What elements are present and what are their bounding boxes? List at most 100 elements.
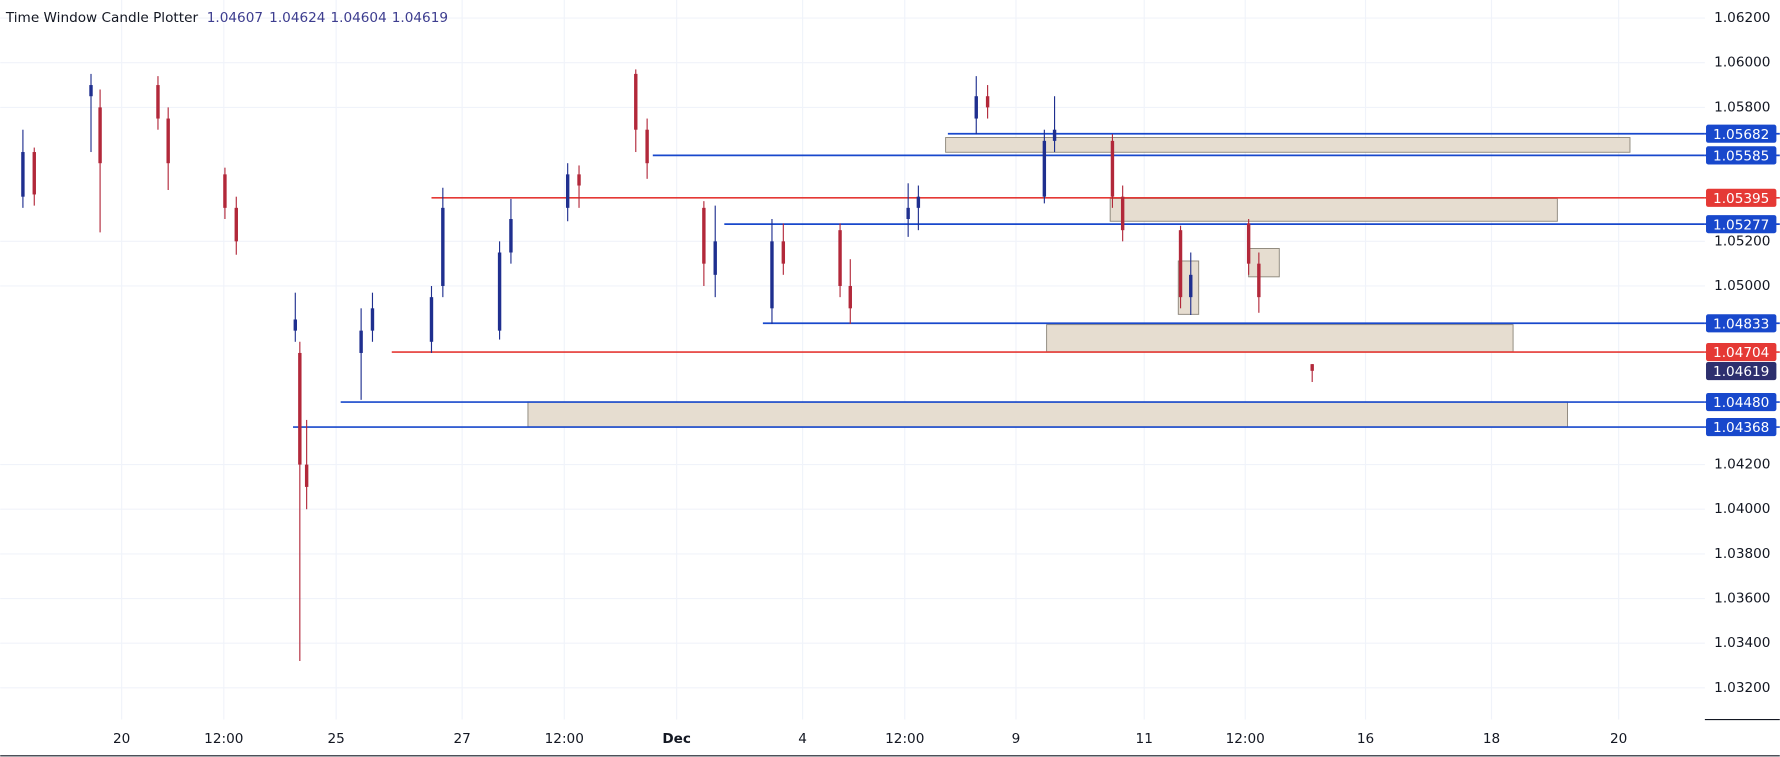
y-tick-label: 1.06000 <box>1714 55 1770 71</box>
x-tick-label: 16 <box>1357 731 1374 747</box>
x-tick-label: 12:00 <box>204 731 243 747</box>
candle-body <box>1257 263 1261 298</box>
level-label: 1.04704 <box>1713 345 1769 361</box>
level-label-box <box>1706 215 1777 234</box>
candle-body <box>645 129 649 164</box>
candle-body <box>781 241 786 264</box>
candles <box>21 69 1314 662</box>
candle-body <box>293 319 297 331</box>
candle-body <box>702 207 706 264</box>
x-tick-label: Dec <box>662 731 691 747</box>
level-label: 1.05395 <box>1713 191 1769 207</box>
candle-body <box>304 464 309 487</box>
level-label-box <box>1706 314 1777 333</box>
level-label-box <box>1706 146 1777 165</box>
x-tick-label: 18 <box>1483 731 1500 747</box>
zone <box>1109 198 1558 222</box>
level-label: 1.05682 <box>1713 127 1769 143</box>
level-label: 1.04833 <box>1713 316 1769 332</box>
x-tick-label: 20 <box>1610 731 1627 747</box>
candle-body <box>1052 129 1057 141</box>
candle-body <box>21 152 25 197</box>
x-tick-label: 27 <box>453 731 470 747</box>
ohlc-high: 1.04624 <box>269 10 325 26</box>
level-label-box <box>1706 393 1777 412</box>
ohlc-close: 1.04619 <box>392 10 448 26</box>
y-tick-label: 1.06200 <box>1714 10 1770 26</box>
candle-body <box>565 174 570 208</box>
x-tick-label: 9 <box>1012 731 1021 747</box>
y-tick-label: 1.05000 <box>1714 278 1770 294</box>
candle-body <box>1042 140 1047 197</box>
y-tick-label: 1.03800 <box>1714 546 1770 562</box>
candle-body <box>1178 230 1183 298</box>
candle-body <box>577 174 581 186</box>
candle-body <box>89 85 93 97</box>
level-label-box <box>1706 418 1777 437</box>
chart-title: Time Window Candle Plotter <box>5 10 199 26</box>
level-label: 1.05277 <box>1713 217 1769 233</box>
level-label-box <box>1706 188 1777 207</box>
candle-body <box>223 174 227 208</box>
level-label-box <box>1706 342 1777 362</box>
candle-body <box>1120 196 1125 231</box>
candle-body <box>370 308 375 331</box>
candle-body <box>770 241 774 309</box>
y-tick-label: 1.03400 <box>1714 635 1770 651</box>
candle-body <box>838 230 842 286</box>
x-tick-label: 4 <box>798 731 807 747</box>
levels <box>293 132 1705 428</box>
last-price-label: 1.04619 <box>1713 364 1769 380</box>
zone <box>527 401 1569 428</box>
y-tick-label: 1.05200 <box>1714 233 1770 249</box>
level-label: 1.04368 <box>1713 420 1769 436</box>
candle-body <box>916 196 921 208</box>
axes: 1.06200 1.06000 1.05800 1.05200 1.05000 1.042… <box>0 10 1780 757</box>
price-labels: 1.05682 1.05585 1.05395 1.05277 1.04833 1.047… <box>1704 124 1780 437</box>
legend-header: Time Window Candle Plotter 1.04607 1.046… <box>5 10 448 26</box>
candle-body <box>497 252 502 331</box>
candle-body <box>906 207 910 220</box>
candle-body <box>234 207 238 242</box>
zone <box>1046 324 1514 353</box>
level-label: 1.04480 <box>1713 395 1769 411</box>
candle-body <box>441 207 445 286</box>
x-tick-label: 12:00 <box>885 731 924 747</box>
ohlc-low: 1.04604 <box>330 10 386 26</box>
candle-body <box>1110 140 1115 197</box>
candle-body <box>1189 274 1193 298</box>
zone <box>945 137 1631 153</box>
candle-body <box>974 96 978 119</box>
level-label-box <box>1706 124 1777 143</box>
x-tick-label: 25 <box>327 731 344 747</box>
candle-body <box>359 330 363 353</box>
candle-body <box>166 118 170 164</box>
y-tick-label: 1.04200 <box>1714 457 1770 473</box>
ohlc-open: 1.04607 <box>207 10 263 26</box>
candle-body <box>848 285 852 309</box>
x-tick-label: 20 <box>113 731 130 747</box>
x-tick-label: 12:00 <box>545 731 584 747</box>
candle-body <box>156 85 160 119</box>
y-tick-label: 1.03600 <box>1714 591 1770 607</box>
x-tick-label: 11 <box>1136 731 1153 747</box>
grid <box>0 0 1705 720</box>
candle-body <box>32 152 36 195</box>
zone <box>1177 260 1200 315</box>
last-price-box <box>1706 361 1777 381</box>
candle-body <box>1310 364 1314 371</box>
candle-body <box>509 219 513 253</box>
candle-body <box>985 96 990 108</box>
candle-body <box>98 107 102 164</box>
candle-body <box>1246 223 1251 264</box>
zones <box>527 137 1631 428</box>
candle-body <box>429 297 434 342</box>
candle-body <box>298 352 302 465</box>
y-tick-label: 1.05800 <box>1714 99 1770 115</box>
zone <box>1248 248 1280 278</box>
level-label: 1.05585 <box>1713 149 1769 165</box>
candle-body <box>634 73 638 130</box>
